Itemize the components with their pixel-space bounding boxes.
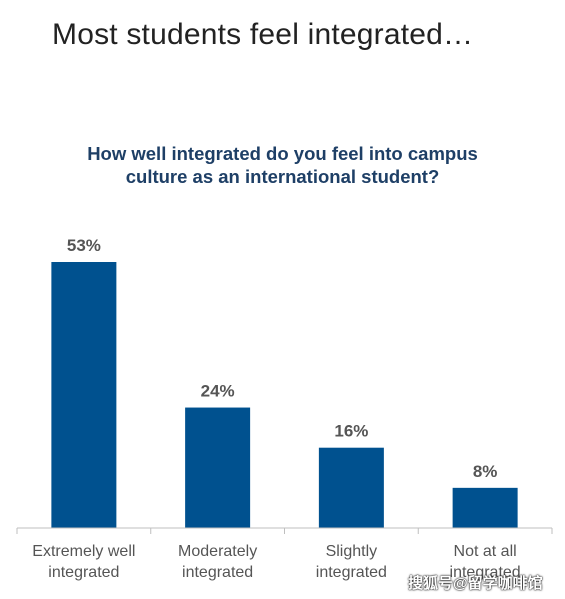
category-label-4-line-2: integrated [450,564,521,581]
bar-4 [452,487,518,528]
data-label-4: 8% [473,462,498,481]
data-label-3: 16% [334,422,368,441]
category-label-3-line-1: Slightly [326,543,378,560]
category-label-2-line-2: integrated [182,564,253,581]
headline: Most students feel integrated… [52,18,474,51]
chart-title-line-1: How well integrated do you feel into cam… [87,143,478,164]
watermark: 搜狐号@留学咖啡馆 [408,575,543,592]
bar-3 [318,447,384,528]
category-label-4-line-1: Not at all [454,543,517,560]
category-label-2-line-1: Moderately [178,543,257,560]
bar-2 [185,407,251,528]
bar-1 [51,262,117,528]
category-label-1-line-2: integrated [48,564,119,581]
chart-title-line-2: culture as an international student? [125,166,440,187]
data-label-2: 24% [201,382,235,401]
category-label-1-line-1: Extremely well [32,543,135,560]
data-label-1: 53% [67,236,101,255]
chart-title: How well integrated do you feel into cam… [0,142,565,188]
category-label-3-line-2: integrated [316,564,387,581]
